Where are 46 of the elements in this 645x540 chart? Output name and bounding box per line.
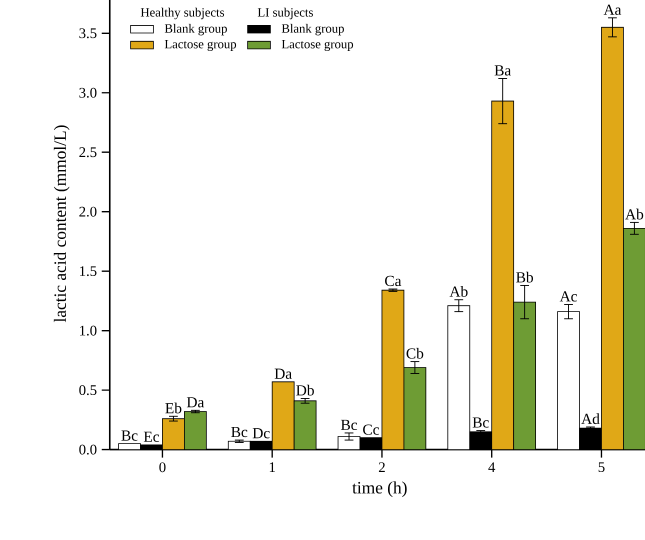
data-label: Ad	[581, 413, 600, 424]
x-axis-title: time (h)	[352, 481, 407, 498]
x-tick-label: 4	[488, 462, 496, 472]
bar	[513, 302, 536, 450]
legend-label: Lactose group	[282, 40, 354, 51]
data-label: Ab	[625, 208, 644, 220]
data-label: Bc	[121, 430, 138, 441]
data-label: Ac	[560, 291, 578, 302]
data-label: Ec	[144, 432, 160, 442]
annotation: Healthy subjects	[140, 8, 224, 20]
data-label: Bc	[231, 426, 248, 438]
bar	[623, 228, 645, 450]
y-tick-label: 2.0	[79, 206, 96, 217]
bar	[404, 367, 426, 450]
data-label: Eb	[165, 402, 182, 414]
x-tick-label: 2	[378, 462, 385, 472]
data-label: Cb	[406, 348, 424, 359]
bar	[184, 411, 207, 450]
y-tick-label: 3.0	[79, 88, 96, 98]
data-label: Ba	[494, 65, 511, 76]
y-axis-title: lactic acid content (mmol/L)	[54, 125, 70, 322]
data-label: Da	[186, 397, 204, 408]
y-tick-label: 3.5	[79, 28, 96, 38]
legend-label: Blank group	[164, 24, 227, 36]
y-tick-label: 1.0	[80, 326, 96, 336]
annotation: LI subjects	[258, 8, 313, 20]
data-label: Aa	[604, 4, 622, 15]
y-tick-label: 1.5	[80, 266, 96, 276]
data-label: Da	[274, 368, 292, 379]
data-label: Cc	[363, 424, 380, 435]
x-tick-label: 0	[159, 462, 166, 472]
bar	[294, 400, 316, 450]
data-label: Dc	[252, 428, 270, 438]
data-label: Db	[296, 384, 314, 396]
data-label: Bc	[472, 417, 489, 428]
y-tick-label: 0.5	[79, 385, 96, 396]
x-tick-label: 5	[598, 462, 605, 472]
legend-label: Lactose group	[164, 40, 236, 51]
y-tick-label: 0.0	[79, 444, 96, 455]
x-tick-label: 1	[270, 462, 275, 472]
data-label: Ab	[450, 286, 468, 297]
data-label: Bc	[340, 420, 358, 430]
data-label: Ca	[385, 276, 402, 286]
data-label: Bb	[516, 272, 534, 283]
legend-label: Blank group	[282, 24, 344, 36]
y-tick-label: 2.5	[79, 147, 96, 158]
